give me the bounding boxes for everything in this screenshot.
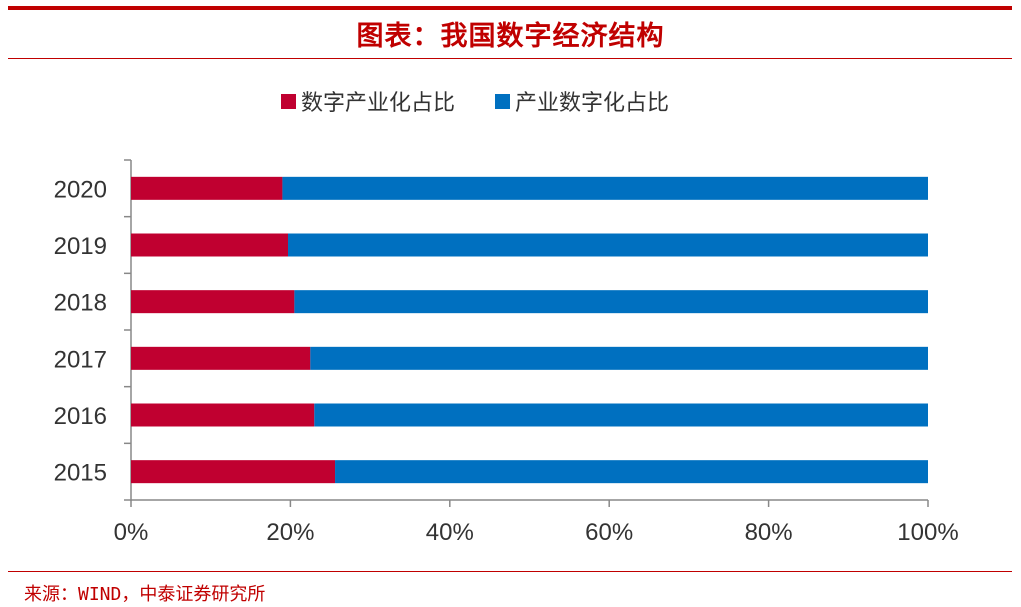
- y-tick-label-2020: 2020: [54, 176, 107, 203]
- bar-2015-series-1: [131, 460, 336, 484]
- legend-swatch-2: [495, 94, 510, 109]
- bar-2019-series-1: [131, 233, 289, 257]
- bar-2018-series-2: [294, 290, 928, 314]
- bar-2016-series-1: [131, 403, 315, 427]
- stacked-bar-chart: 数字产业化占比 产业数字化占比 2020 2019 2018 2017 2016 2015 0%…: [54, 91, 959, 546]
- bar-2019-series-2: [288, 233, 928, 257]
- bar-2016-series-2: [314, 403, 928, 427]
- bar-2017-series-1: [131, 346, 311, 370]
- title-rule: [8, 58, 1012, 59]
- legend-swatch-1: [281, 94, 296, 109]
- bar-2018-series-1: [131, 290, 295, 314]
- bar-2020-series-2: [282, 176, 928, 200]
- y-tick-label-2019: 2019: [54, 233, 107, 260]
- x-tick-label: 20%: [266, 519, 314, 546]
- bar-2015-series-2: [335, 460, 929, 484]
- bar-2017-series-2: [310, 346, 928, 370]
- x-tick-label: 80%: [745, 519, 793, 546]
- y-tick-label-2018: 2018: [54, 290, 107, 317]
- top-rule: [8, 6, 1012, 10]
- y-tick-label-2016: 2016: [54, 403, 107, 430]
- chart-title: 图表：我国数字经济结构: [356, 21, 665, 52]
- x-tick-label: 40%: [426, 519, 474, 546]
- legend-label-2: 产业数字化占比: [515, 91, 669, 116]
- y-tick-label-2015: 2015: [54, 460, 107, 487]
- x-tick-label: 0%: [114, 519, 149, 546]
- legend-label-1: 数字产业化占比: [301, 91, 455, 116]
- y-tick-label-2017: 2017: [54, 346, 107, 373]
- x-tick-label: 60%: [585, 519, 633, 546]
- bar-2020-series-1: [131, 176, 283, 200]
- bottom-rule: [8, 571, 1012, 572]
- source-note: 来源：WIND，中泰证券研究所: [24, 584, 266, 605]
- x-tick-label: 100%: [897, 519, 958, 546]
